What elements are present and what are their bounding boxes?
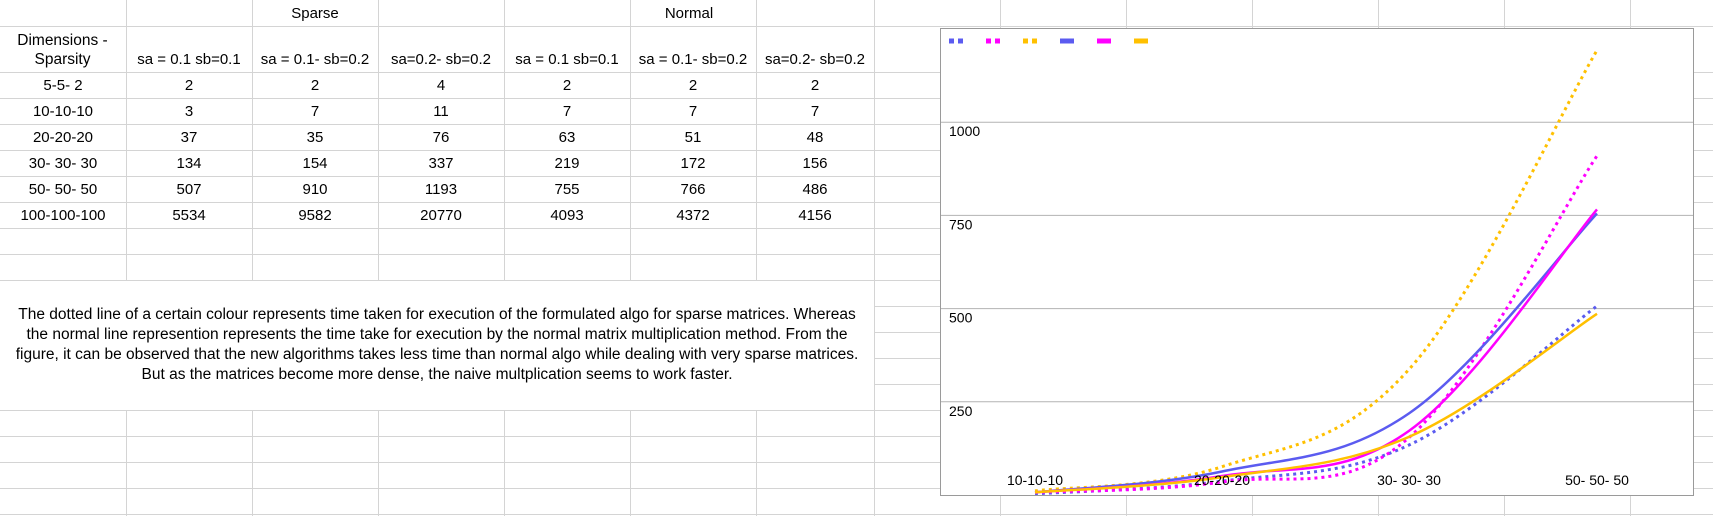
row-label: 100-100-100: [20, 207, 106, 224]
table-cell[interactable]: 37: [180, 129, 198, 146]
y-tick-label: 1000: [949, 123, 980, 139]
table-cell[interactable]: 3: [184, 103, 194, 120]
group-header-sparse: Sparse: [291, 5, 339, 22]
column-header: sa = 0.1- sb=0.2: [638, 51, 748, 68]
table-cell[interactable]: 9582: [298, 207, 332, 224]
table-cell[interactable]: 5534: [172, 207, 206, 224]
table-cell[interactable]: 2: [562, 77, 572, 94]
row-header-dimensions: Dimensions - Sparsity: [17, 32, 108, 68]
x-tick-label: 50- 50- 50: [1565, 472, 1629, 488]
table-cell[interactable]: 2: [184, 77, 194, 94]
series-line-1: [1034, 304, 1598, 495]
table-cell[interactable]: 48: [806, 129, 824, 146]
series-line-4: [1034, 212, 1598, 494]
y-tick-label: 250: [949, 403, 973, 419]
column-header: sa = 0.1- sb=0.2: [260, 51, 370, 68]
table-cell[interactable]: 35: [306, 129, 324, 146]
table-cell[interactable]: 766: [680, 181, 706, 198]
table-cell[interactable]: 2: [688, 77, 698, 94]
table-cell[interactable]: 154: [302, 155, 328, 172]
table-cell[interactable]: 337: [428, 155, 454, 172]
series-line-5: [1034, 208, 1598, 494]
x-tick-label: 10-10-10: [1007, 472, 1063, 488]
column-header: sa=0.2- sb=0.2: [764, 51, 866, 68]
table-cell[interactable]: 63: [558, 129, 576, 146]
table-cell[interactable]: 4156: [798, 207, 832, 224]
row-label: 5-5- 2: [43, 77, 83, 94]
row-label: 20-20-20: [32, 129, 94, 146]
table-cell[interactable]: 1193: [424, 181, 458, 198]
table-cell[interactable]: 219: [554, 155, 580, 172]
table-cell[interactable]: 7: [810, 103, 820, 120]
table-cell[interactable]: 172: [680, 155, 706, 172]
table-cell[interactable]: 11: [433, 103, 449, 120]
column-header: sa = 0.1 sb=0.1: [137, 51, 241, 68]
row-label: 10-10-10: [32, 103, 94, 120]
series-line-3: [1034, 49, 1599, 493]
table-cell[interactable]: 486: [802, 181, 828, 198]
chart-plot: 250 500 750 1000 10-10-10 20-20-20 30- 30- 30 5…: [941, 38, 1693, 495]
table-cell[interactable]: 4: [436, 77, 446, 94]
series-line-2: [1034, 154, 1599, 494]
column-header: sa=0.2- sb=0.2: [390, 51, 492, 68]
table-cell[interactable]: 7: [310, 103, 320, 120]
y-tick-label: 750: [949, 216, 973, 232]
x-tick-label: 30- 30- 30: [1377, 472, 1441, 488]
y-tick-label: 500: [949, 310, 973, 326]
table-cell[interactable]: 7: [688, 103, 698, 120]
table-cell[interactable]: 755: [554, 181, 580, 198]
row-label: 30- 30- 30: [28, 155, 98, 172]
group-header-normal: Normal: [664, 5, 714, 22]
table-cell[interactable]: 2: [810, 77, 820, 94]
table-cell[interactable]: 20770: [420, 207, 462, 224]
table-cell[interactable]: 51: [684, 129, 702, 146]
x-tick-label: 20-20-20: [1194, 472, 1250, 488]
explanation-note[interactable]: The dotted line of a certain colour repr…: [15, 306, 859, 383]
line-chart[interactable]: 250 500 750 1000 10-10-10 20-20-20 30- 30- 30 5…: [940, 28, 1694, 496]
table-cell[interactable]: 4093: [550, 207, 584, 224]
table-cell[interactable]: 156: [802, 155, 828, 172]
table-cell[interactable]: 7: [562, 103, 572, 120]
series-line-6: [1034, 312, 1598, 494]
column-header: sa = 0.1 sb=0.1: [515, 51, 619, 68]
table-cell[interactable]: 507: [176, 181, 202, 198]
table-cell[interactable]: 4372: [676, 207, 710, 224]
table-cell[interactable]: 2: [310, 77, 320, 94]
table-cell[interactable]: 910: [302, 181, 328, 198]
row-label: 50- 50- 50: [28, 181, 98, 198]
table-cell[interactable]: 134: [176, 155, 202, 172]
table-cell[interactable]: 76: [432, 129, 450, 146]
